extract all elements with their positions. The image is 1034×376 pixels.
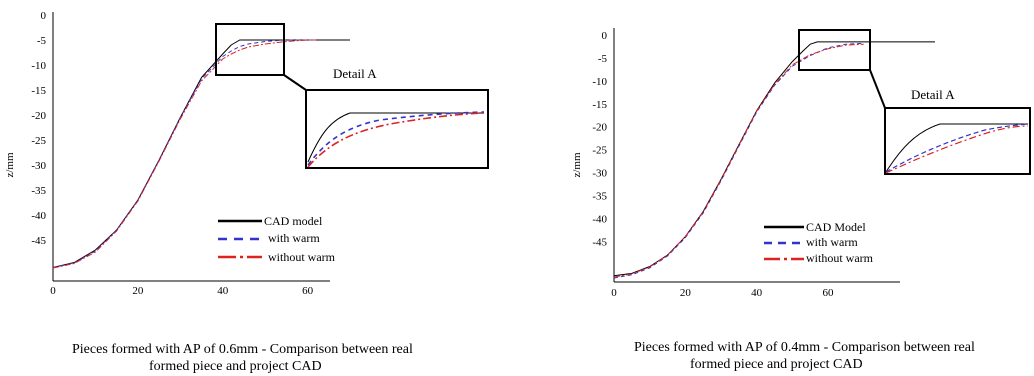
y-tick-label: -5 (37, 35, 47, 47)
y-axis-label: z/mm (4, 152, 16, 177)
detail-cad-curve (885, 123, 1028, 173)
detail-zoom-box (215, 23, 285, 76)
y-tick-label: 0 (602, 30, 608, 42)
y-tick-label: -15 (31, 85, 46, 97)
detail-zoom-box (798, 29, 871, 71)
chart-left: z/mm 0 -5 -10 -15 -20 -25 -30 -35 -40 -45 0 20 40 60… (4, 10, 489, 297)
legend-label-with-warm: with warm (806, 235, 858, 249)
detail-without-warm-curve (307, 112, 485, 168)
x-tick-label: 0 (611, 287, 617, 299)
y-tick-label: -5 (598, 53, 608, 65)
legend: CAD Model with warm without warm (764, 220, 874, 265)
y-tick-label: -15 (592, 99, 607, 111)
detail-cad-curve (307, 112, 484, 163)
y-ticks: 0 -5 -10 -15 -20 -25 -30 -35 -40 -45 (592, 30, 607, 248)
detail-inset-curves (307, 111, 485, 168)
caption-line-1: Pieces formed with AP of 0.4mm - Compari… (634, 340, 975, 355)
detail-label: Detail A (333, 66, 377, 81)
x-tick-label: 0 (50, 285, 56, 297)
legend: CAD model with warm without warm (218, 214, 336, 264)
y-tick-label: -35 (592, 190, 607, 202)
x-tick-label: 60 (302, 285, 314, 297)
y-tick-label: -40 (592, 213, 607, 225)
x-tick-label: 40 (751, 287, 763, 299)
caption-line-1: Pieces formed with AP of 0.6mm - Compari… (72, 342, 413, 357)
legend-label-cad: CAD model (264, 214, 323, 228)
detail-inset-box (884, 107, 1031, 175)
legend-label-without-warm: without warm (268, 250, 336, 264)
detail-connector-top (283, 74, 307, 91)
legend-label-without-warm: without warm (806, 251, 874, 265)
y-tick-label: -30 (31, 160, 46, 172)
y-ticks: 0 -5 -10 -15 -20 -25 -30 -35 -40 -45 (31, 10, 46, 247)
caption-left: Pieces formed with AP of 0.6mm - Compari… (72, 341, 413, 375)
y-tick-label: -25 (31, 135, 46, 147)
y-axis-label: z/mm (571, 152, 583, 177)
y-tick-label: -35 (31, 185, 46, 197)
caption-line-2: formed piece and project CAD (149, 359, 322, 374)
x-tick-label: 60 (823, 287, 835, 299)
detail-inset-curves (885, 123, 1029, 174)
y-tick-label: 0 (41, 10, 47, 22)
series-group (613, 41, 935, 279)
y-tick-label: -40 (31, 210, 46, 222)
series-line-with-warm (52, 39, 317, 268)
y-tick-label: -45 (592, 236, 607, 248)
detail-connector-top (869, 69, 886, 109)
y-tick-label: -45 (31, 235, 46, 247)
series-line-without-warm (52, 39, 317, 269)
chart-right: z/mm 0 -5 -10 -15 -20 -25 -30 -35 -40 -45 0 20 40 60… (571, 28, 1031, 299)
x-tick-label: 20 (680, 287, 692, 299)
legend-label-with-warm: with warm (268, 231, 320, 245)
detail-label: Detail A (911, 87, 955, 102)
detail-inset-box (305, 89, 489, 169)
x-ticks: 0 20 40 60 (611, 287, 834, 299)
detail-with-warm-curve (307, 111, 485, 166)
x-tick-label: 20 (132, 285, 144, 297)
caption-right: Pieces formed with AP of 0.4mm - Compari… (634, 339, 975, 373)
caption-line-2: formed piece and project CAD (690, 357, 863, 372)
y-tick-label: -30 (592, 168, 607, 180)
detail-with-warm-curve (885, 123, 1029, 173)
series-line-without-warm (613, 43, 864, 278)
y-tick-label: -10 (592, 76, 607, 88)
series-group (52, 39, 350, 269)
detail-without-warm-curve (885, 125, 1029, 174)
x-tick-label: 40 (217, 285, 229, 297)
y-tick-label: -10 (31, 60, 46, 72)
y-tick-label: -20 (592, 122, 607, 134)
series-line-cad (613, 41, 935, 277)
y-tick-label: -20 (31, 110, 46, 122)
legend-label-cad: CAD Model (806, 220, 866, 234)
y-tick-label: -25 (592, 145, 607, 157)
x-ticks: 0 20 40 60 (50, 285, 313, 297)
